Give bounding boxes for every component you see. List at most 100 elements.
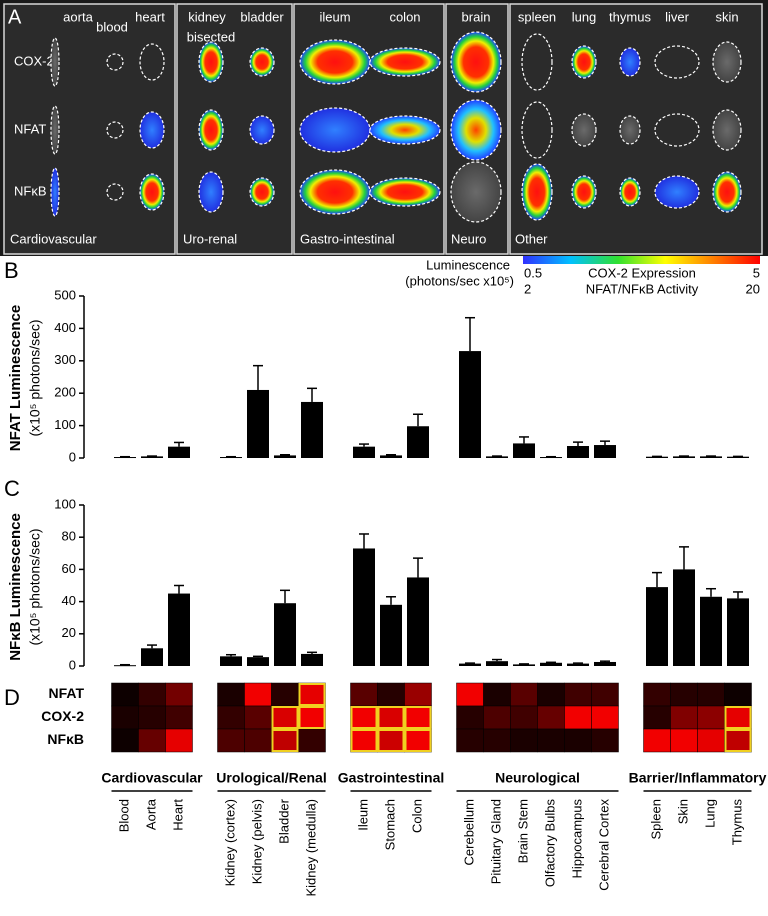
highlight-outline [404,706,432,729]
bar [567,446,589,458]
y-tick-label: 300 [54,352,76,367]
heatmap-cell [244,682,272,707]
x-tick-label: Aorta [143,798,158,830]
bar [141,648,163,666]
tissue-image [712,41,742,83]
y-axis-unit: (x10⁵ photons/sec) [27,319,43,436]
organ-label: blood [96,19,128,34]
heatmap-cell [670,728,698,753]
tissue-image [619,115,641,145]
heatmap-cell [138,728,166,753]
tissue-image [50,167,60,217]
system-label: Gastro-intestinal [300,231,395,246]
highlight-outline [404,729,432,752]
organ-label: heart [135,9,165,24]
x-tick-label: Olfactory Bulbs [542,799,557,888]
tissue-image [654,113,700,147]
colorbar-scale-label: NFAT/NFκB Activity [586,281,699,296]
colorbar-min: 2 [524,281,531,296]
heatmap-cell [244,705,272,730]
heatmap-cell [244,728,272,753]
heatmap-cell [483,705,511,730]
y-tick-label: 500 [54,287,76,302]
y-axis-unit: (x10⁵ photons/sec) [27,528,43,645]
tissue-image [571,45,597,79]
bar [594,661,616,666]
highlight-outline [271,729,299,752]
bar [220,457,242,459]
bar [594,445,616,458]
x-tick-label: Kidney (medulla) [303,799,318,897]
heatmap-cell [591,705,619,730]
highlight-outline [724,729,752,752]
heatmap-cell [217,728,245,753]
tissue-image [106,121,124,139]
heatmap-cell [377,728,405,753]
tissue-image [198,109,224,151]
system-label: Cardiovascular [10,231,97,246]
heatmap-cell [591,682,619,707]
heatmap-cell [165,705,193,730]
heatmap-cell [697,705,725,730]
tissue-image [299,107,371,153]
bar [459,663,481,666]
organ-note: bisected [187,29,235,44]
heatmap-cell [724,728,752,753]
bar [459,351,481,458]
tissue-image [450,31,502,93]
heatmap-cell [670,682,698,707]
heatmap-cell [404,682,432,707]
bar [486,661,508,666]
x-tick-label: Lung [702,799,717,828]
heatmap-cell [564,682,592,707]
tissue-image [654,45,700,79]
bar [274,455,296,458]
tissue-image [198,41,224,83]
organ-label: bladder [240,9,284,24]
bar [513,664,535,666]
panel-letter: A [8,6,22,28]
y-tick-label: 20 [62,625,76,640]
x-tick-label: Hippocampus [569,799,584,879]
highlight-outline [377,729,405,752]
bar [247,389,269,458]
bar [407,577,429,666]
tissue-image [299,169,371,215]
tissue-image [521,33,553,91]
heatmap-cell [111,682,139,707]
heatmap-cell [350,682,378,707]
colorbar-max: 20 [746,281,760,296]
bar [301,401,323,458]
tissue-image [450,161,502,223]
colorbar-min: 0.5 [524,265,542,280]
row-label: COX-2 [41,708,84,724]
y-tick-label: 0 [69,449,76,464]
heatmap-cell [564,705,592,730]
row-label: NFκB [47,731,84,747]
organ-label: brain [462,9,491,24]
group-label: Gastrointestinal [338,770,445,786]
bar [380,455,402,458]
bar [301,653,323,666]
heatmap-cell [643,728,671,753]
heatmap-cell [643,682,671,707]
row-label: NFAT [48,685,84,701]
heatmap-cell [217,705,245,730]
tissue-image [619,47,641,77]
heatmap-cell [138,682,166,707]
highlight-outline [271,706,299,729]
heatmap-cell [510,728,538,753]
bar [540,457,562,459]
tissue-image [369,115,441,145]
organ-label: kidney [188,9,226,24]
y-tick-label: 0 [69,657,76,672]
tissue-image [50,37,60,87]
row-label: NFAT [14,121,46,136]
heatmap-cell [697,728,725,753]
x-tick-label: Ileum [355,799,370,831]
heatmap-cell [217,682,245,707]
bar [486,456,508,458]
heatmap-cell [404,705,432,730]
organ-label: lung [572,9,597,24]
